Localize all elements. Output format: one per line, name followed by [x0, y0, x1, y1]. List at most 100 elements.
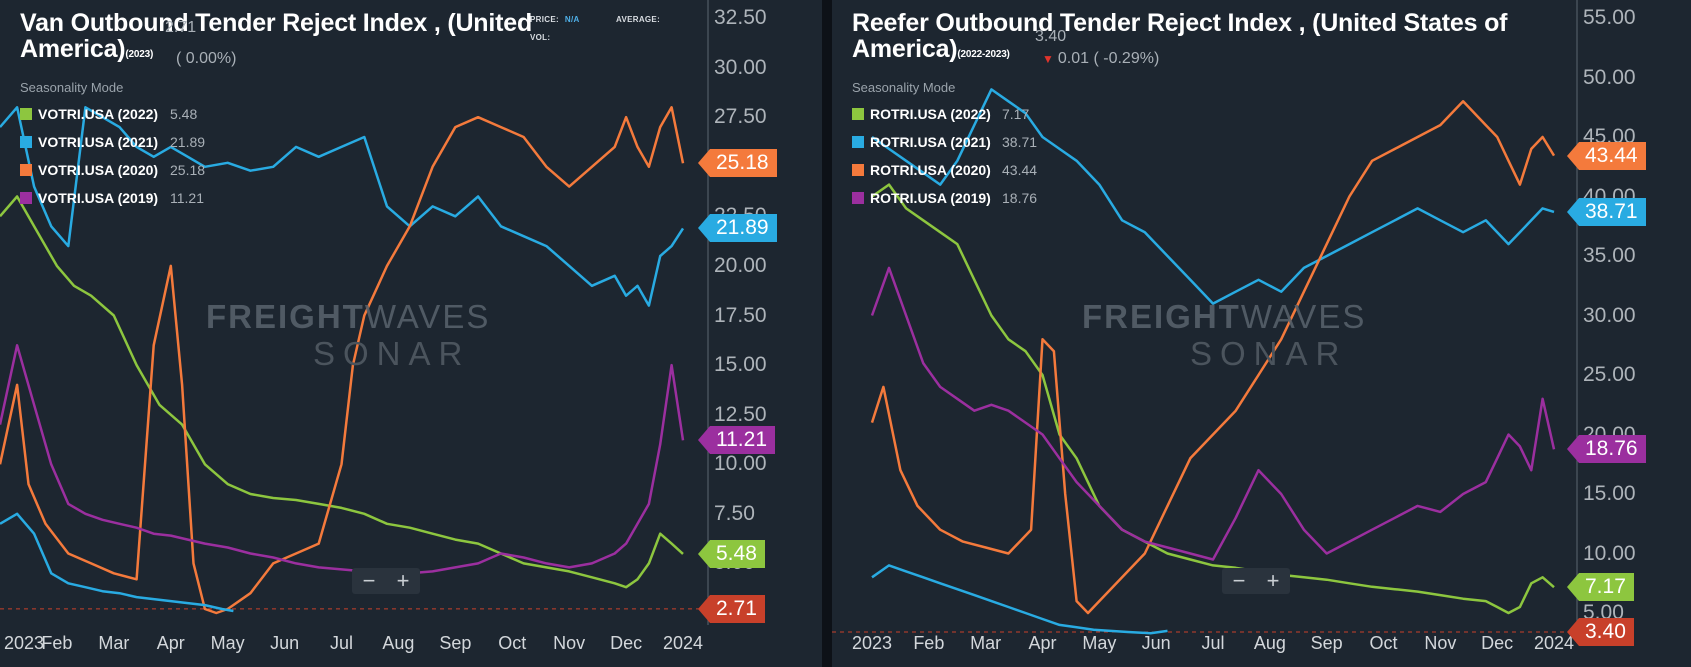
series-line-1 — [871, 88, 1555, 305]
date-range: (2022-2023) — [957, 49, 1010, 60]
legend-value: 25.18 — [170, 162, 206, 178]
legend: ROTRI.USA (2022) 7.17 ROTRI.USA (2021) 38.7… — [852, 100, 1037, 212]
x-tick-label: Nov — [553, 633, 586, 653]
x-tick-label: Feb — [913, 633, 945, 653]
last-value-badge: 21.89 — [698, 214, 777, 243]
legend-swatch — [20, 108, 32, 120]
x-tick-label: Dec — [1481, 633, 1514, 653]
y-tick-label: 25.00 — [1583, 363, 1636, 386]
x-tick-label: Oct — [1369, 633, 1398, 653]
seasonality-mode-label: Seasonality Mode — [20, 80, 124, 95]
reefer-chart-plot — [832, 0, 1578, 635]
x-tick-label: Mar — [970, 633, 1002, 653]
zoom-out-button[interactable]: − — [1232, 568, 1246, 593]
zoom-controls: − + — [1222, 568, 1290, 594]
legend-entry[interactable]: VOTRI.USA (2020) 25.18 — [20, 156, 205, 184]
van-chart-panel: FREIGHTWAVES SONAR Van Outbound Tender R… — [0, 0, 822, 667]
x-tick-label: Aug — [382, 633, 415, 653]
legend-value: 7.17 — [1002, 106, 1030, 122]
legend-entry[interactable]: ROTRI.USA (2020) 43.44 — [852, 156, 1037, 184]
last-value-badge: 2.71 — [698, 594, 765, 623]
zoom-in-button[interactable]: + — [396, 568, 410, 593]
legend: VOTRI.USA (2022) 5.48 VOTRI.USA (2021) 21.8… — [20, 100, 205, 212]
legend-entry[interactable]: VOTRI.USA (2022) 5.48 — [20, 100, 205, 128]
last-value-badge: 38.71 — [1567, 197, 1646, 226]
chart-title: Van Outbound Tender Reject Index , (Unit… — [20, 9, 533, 63]
series-line-4 — [871, 564, 1168, 635]
x-tick-label: 2023 — [851, 633, 893, 653]
legend-name: VOTRI.USA (2019) — [38, 190, 159, 206]
y-tick-label: 15.00 — [1583, 482, 1636, 505]
zoom-out-button[interactable]: − — [362, 568, 376, 593]
legend-name: VOTRI.USA (2022) — [38, 106, 159, 122]
series-line-0 — [0, 195, 684, 589]
x-tick-label: Sep — [439, 633, 472, 653]
reefer-chart-panel: FREIGHTWAVES SONAR Reefer Outbound Tende… — [832, 0, 1691, 667]
x-tick-label: Feb — [41, 633, 73, 653]
legend-value: 18.76 — [1002, 190, 1038, 206]
x-tick-label: 2024 — [1533, 633, 1575, 653]
y-tick-label: 20.00 — [714, 253, 767, 277]
last-value-badge: 3.40 — [1567, 618, 1634, 647]
legend-value: 38.71 — [1002, 134, 1038, 150]
y-tick-label: 30.00 — [1583, 303, 1636, 327]
x-tick-label: Jul — [1201, 633, 1225, 653]
legend-swatch — [20, 136, 32, 148]
series-line-2 — [0, 106, 685, 615]
x-tick-label: May — [1082, 633, 1117, 653]
x-tick-label: Jun — [270, 633, 300, 653]
y-tick-label: 15.00 — [714, 353, 767, 377]
y-tick-label: 7.50 — [714, 501, 755, 525]
last-value-badge: 11.21 — [698, 426, 775, 455]
price-readout: PRICE: N/A — [530, 15, 580, 24]
y-tick-label: 12.50 — [714, 402, 767, 426]
volume-readout: VOL: — [530, 33, 551, 42]
legend-swatch — [852, 108, 864, 120]
last-value-badge: 18.76 — [1567, 435, 1646, 464]
x-tick-label: Jul — [329, 633, 354, 653]
legend-entry[interactable]: VOTRI.USA (2019) 11.21 — [20, 184, 205, 212]
series-line-2 — [870, 100, 1556, 615]
x-tick-label: Apr — [156, 633, 185, 653]
y-tick-label: 10.00 — [714, 452, 767, 476]
series-line-3 — [0, 344, 685, 575]
y-tick-label: 30.00 — [714, 55, 767, 79]
seasonality-mode-label: Seasonality Mode — [852, 80, 956, 95]
series-line-0 — [871, 183, 1555, 615]
y-tick-label: 10.00 — [1583, 541, 1636, 565]
watermark-logo: FREIGHTWAVES — [1082, 298, 1367, 335]
legend-entry[interactable]: VOTRI.USA (2021) 21.89 — [20, 128, 205, 156]
y-tick-label: 32.50 — [714, 6, 767, 29]
y-tick-label: 17.50 — [714, 303, 767, 327]
legend-name: ROTRI.USA (2022) — [870, 106, 991, 122]
x-tick-label: Sep — [1310, 633, 1343, 653]
x-tick-label: Jun — [1141, 633, 1171, 653]
change-value: ▼ 0.01 ( -0.29%) — [1042, 50, 1160, 67]
legend-name: VOTRI.USA (2020) — [38, 162, 159, 178]
legend-entry[interactable]: ROTRI.USA (2021) 38.71 — [852, 128, 1037, 156]
y-tick-label: 55.00 — [1583, 6, 1636, 29]
last-value-badge: 43.44 — [1567, 141, 1646, 170]
y-tick-label: 50.00 — [1583, 65, 1636, 89]
legend-swatch — [852, 192, 864, 204]
down-arrow-icon: ▼ — [1042, 52, 1054, 66]
watermark-sonar: SONAR — [313, 335, 471, 372]
series-line-1 — [0, 106, 685, 307]
date-range: (2023) — [125, 49, 154, 60]
x-tick-label: Dec — [610, 633, 643, 653]
change-value: ( 0.00%) — [176, 50, 237, 67]
legend-value: 43.44 — [1002, 162, 1038, 178]
last-value-badge: 7.17 — [1567, 573, 1634, 602]
legend-entry[interactable]: ROTRI.USA (2019) 18.76 — [852, 184, 1037, 212]
x-tick-label: Nov — [1424, 633, 1457, 653]
y-tick-label: 27.50 — [714, 105, 767, 129]
legend-entry[interactable]: ROTRI.USA (2022) 7.17 — [852, 100, 1037, 128]
x-tick-label: Oct — [498, 633, 527, 653]
zoom-controls: − + — [352, 568, 420, 594]
legend-swatch — [20, 164, 32, 176]
last-value: 3.40 — [1035, 28, 1067, 45]
legend-name: VOTRI.USA (2021) — [38, 134, 159, 150]
legend-swatch — [20, 192, 32, 204]
zoom-in-button[interactable]: + — [1266, 568, 1280, 593]
legend-value: 5.48 — [170, 106, 198, 122]
